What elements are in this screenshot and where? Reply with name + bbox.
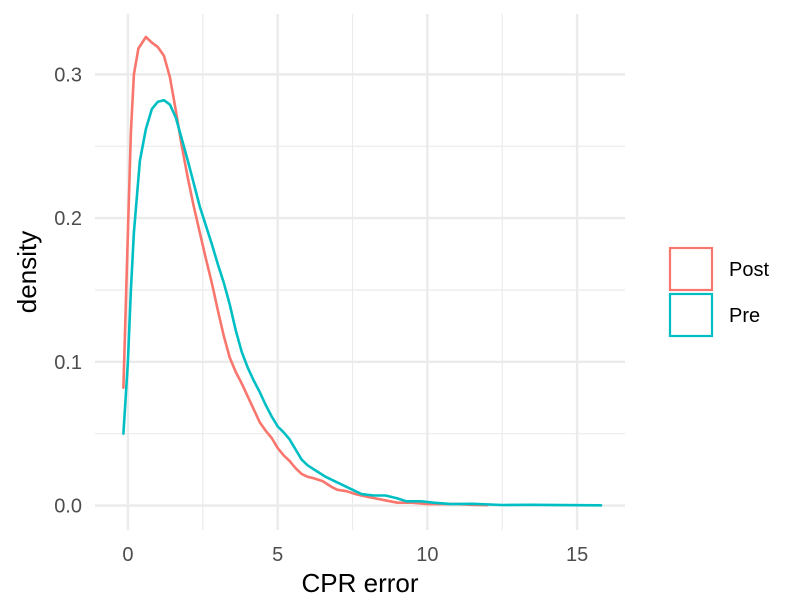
x-tick-label: 0 [122, 544, 133, 566]
y-tick-label: 0.0 [54, 496, 82, 518]
y-tick-label: 0.1 [54, 352, 82, 374]
y-tick-labels: 0.0 0.1 0.2 0.3 [54, 64, 82, 517]
y-axis-title: density [12, 231, 42, 313]
legend-key-pre [668, 292, 714, 338]
series-line-pre [122, 98, 603, 507]
minor-gridlines [95, 14, 625, 530]
y-tick-label: 0.2 [54, 208, 82, 230]
legend-label-post: Post [729, 259, 769, 281]
x-tick-labels: 0 5 10 15 [122, 544, 588, 566]
y-tick-label: 0.3 [54, 64, 82, 86]
legend-label-pre: Pre [729, 305, 760, 327]
x-axis-title: CPR error [301, 568, 418, 598]
x-tick-label: 15 [566, 544, 588, 566]
x-tick-label: 10 [416, 544, 438, 566]
series-layer [122, 35, 603, 507]
series-line-post [122, 35, 489, 507]
legend: Post Pre [668, 246, 769, 338]
x-tick-label: 5 [272, 544, 283, 566]
legend-key-post [668, 246, 714, 292]
